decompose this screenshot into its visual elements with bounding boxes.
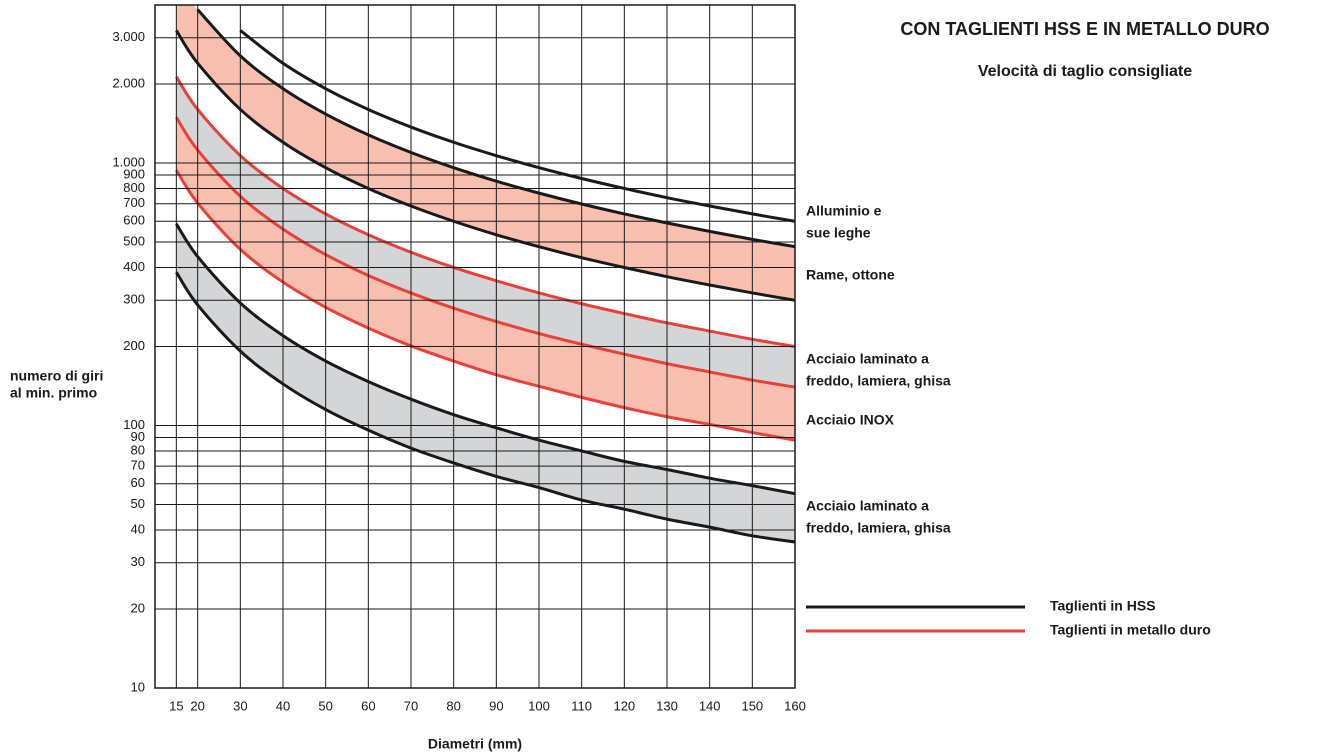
band <box>176 223 795 542</box>
legend-label: Taglienti in HSS <box>1050 598 1156 614</box>
curve <box>175 222 795 496</box>
curve <box>239 29 795 223</box>
y-tick-label: 600 <box>123 213 145 228</box>
x-tick-label: 90 <box>489 698 503 713</box>
band <box>176 5 795 301</box>
y-tick-label: 2.000 <box>112 75 145 90</box>
y-tick-label: 60 <box>131 475 145 490</box>
y-tick-label: 20 <box>131 600 145 615</box>
y-tick-label: 100 <box>123 417 145 432</box>
y-tick-label: 400 <box>123 259 145 274</box>
x-axis-label: Diametri (mm) <box>428 736 522 752</box>
curve <box>175 75 795 348</box>
x-tick-label: 50 <box>318 698 332 713</box>
y-tick-label: 30 <box>131 554 145 569</box>
x-tick-label: 80 <box>446 698 460 713</box>
y-tick-label: 90 <box>131 429 145 444</box>
annotation: freddo, lamiera, ghisa <box>806 373 951 389</box>
x-tick-label: 70 <box>404 698 418 713</box>
y-tick-label: 300 <box>123 292 145 307</box>
y-tick-label: 500 <box>123 233 145 248</box>
x-tick-label: 150 <box>741 698 763 713</box>
y-tick-label: 800 <box>123 180 145 195</box>
annotation: sue leghe <box>806 225 871 241</box>
chart-title: CON TAGLIENTI HSS E IN METALLO DURO <box>900 19 1269 39</box>
band <box>176 117 795 441</box>
annotation: Rame, ottone <box>806 267 895 283</box>
y-tick-label: 900 <box>123 166 145 181</box>
y-tick-label: 700 <box>123 195 145 210</box>
x-tick-label: 120 <box>613 698 635 713</box>
x-tick-label: 20 <box>190 698 204 713</box>
band <box>176 76 795 388</box>
legend-label: Taglienti in metallo duro <box>1050 622 1211 638</box>
y-axis-label: numero di giri <box>10 368 103 384</box>
y-tick-label: 50 <box>131 496 145 511</box>
curve <box>175 116 795 389</box>
annotation: freddo, lamiera, ghisa <box>806 520 951 536</box>
y-tick-label: 10 <box>131 679 145 694</box>
x-tick-label: 15 <box>169 698 183 713</box>
x-tick-label: 140 <box>699 698 721 713</box>
x-tick-label: 30 <box>233 698 247 713</box>
x-tick-label: 60 <box>361 698 375 713</box>
plot-area <box>175 5 795 544</box>
plot-border <box>154 4 796 689</box>
x-tick-label: 100 <box>528 698 550 713</box>
y-tick-label: 40 <box>131 521 145 536</box>
x-tick-label: 40 <box>276 698 290 713</box>
y-tick-label: 70 <box>131 458 145 473</box>
annotation: Acciaio INOX <box>806 412 895 428</box>
x-tick-label: 160 <box>784 698 806 713</box>
annotation: Acciaio laminato a <box>806 351 929 367</box>
y-tick-label: 1.000 <box>112 154 145 169</box>
annotation: Alluminio e <box>806 203 882 219</box>
curve <box>175 271 795 544</box>
x-tick-label: 130 <box>656 698 678 713</box>
y-axis-label: al min. primo <box>10 385 97 401</box>
y-tick-label: 80 <box>131 442 145 457</box>
curve <box>175 29 795 302</box>
chart-subtitle: Velocità di taglio consigliate <box>978 63 1192 80</box>
y-tick-label: 200 <box>123 338 145 353</box>
y-tick-label: 3.000 <box>112 29 145 44</box>
annotation: Acciaio laminato a <box>806 498 929 514</box>
x-tick-label: 110 <box>571 698 592 713</box>
